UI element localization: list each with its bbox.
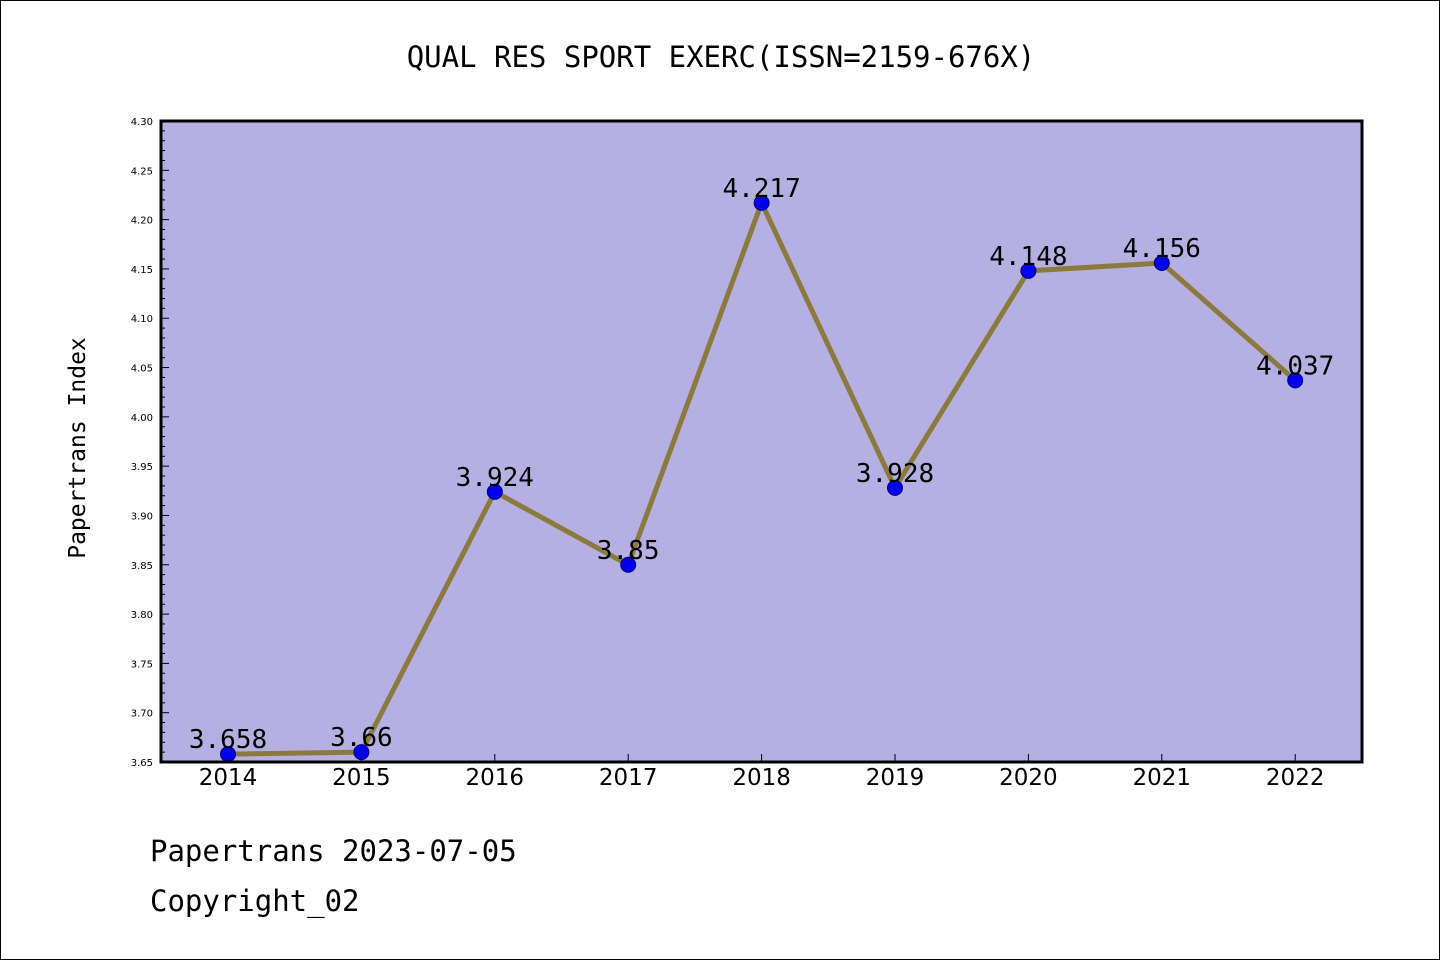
data-label-2017: 3.85: [597, 536, 660, 566]
y-tick-label: 3.65: [131, 758, 153, 769]
data-label-2019: 3.928: [856, 459, 934, 489]
data-label-2020: 4.148: [989, 242, 1067, 272]
y-tick-label: 4.05: [131, 364, 153, 375]
y-tick-label: 4.25: [131, 166, 153, 177]
plot-area: [161, 121, 1362, 762]
data-label-2014: 3.658: [189, 725, 267, 755]
x-tick-label: 2019: [866, 765, 925, 791]
data-label-2022: 4.037: [1256, 351, 1334, 381]
data-point-2020: [1020, 262, 1037, 279]
x-axis-ticks: 2014 2015 2016 2017 2018 2019 2020 2021 2022: [199, 754, 1325, 791]
y-tick-label: 3.70: [131, 709, 153, 720]
y-tick-label: 4.30: [131, 117, 153, 128]
x-tick-label: 2017: [599, 765, 658, 791]
footer-date: Papertrans 2023-07-05: [150, 834, 517, 868]
y-axis-label: Papertrans Index: [65, 337, 91, 559]
data-point-2021: [1153, 255, 1170, 272]
x-tick-label: 2018: [732, 765, 791, 791]
data-label-2016: 3.924: [456, 463, 534, 493]
y-tick-label: 3.90: [131, 511, 153, 522]
y-tick-label: 3.80: [131, 610, 153, 621]
data-label-2018: 4.217: [722, 174, 800, 204]
y-tick-label: 4.20: [131, 216, 153, 227]
y-axis-ticks: 3.65 3.70 3.75 3.80 3.85 3.90 3.95 4.00 4.05 4.10…: [131, 117, 169, 769]
data-point-2022: [1287, 372, 1304, 389]
data-point-2017: [620, 556, 637, 573]
data-point-2015: [353, 744, 370, 761]
x-tick-label: 2020: [999, 765, 1058, 791]
data-markers: [220, 194, 1304, 763]
data-label-2021: 4.156: [1123, 234, 1201, 264]
footer-copyright: Copyright_02: [150, 884, 360, 918]
data-point-2018: [753, 194, 770, 211]
x-tick-label: 2015: [332, 765, 391, 791]
y-tick-label: 4.15: [131, 265, 153, 276]
plot-frame: [159, 119, 1364, 764]
x-tick-label: 2022: [1266, 765, 1325, 791]
y-tick-label: 3.95: [131, 462, 153, 473]
data-label-2015: 3.66: [330, 723, 393, 753]
x-tick-label: 2016: [466, 765, 525, 791]
data-labels: 3.658 3.66 3.924 3.85 4.217 3.928 4.148 4.156 4.…: [189, 174, 1334, 755]
y-tick-label: 4.00: [131, 413, 153, 424]
x-tick-label: 2014: [199, 765, 258, 791]
data-point-2019: [887, 479, 903, 496]
y-tick-label: 3.75: [131, 659, 153, 670]
y-tick-label: 4.10: [131, 314, 153, 325]
x-tick-label: 2021: [1133, 765, 1192, 791]
y-tick-label: 3.85: [131, 561, 153, 572]
data-point-2016: [486, 483, 503, 500]
chart-title: QUAL RES SPORT EXERC(ISSN=2159-676X): [407, 40, 1036, 74]
